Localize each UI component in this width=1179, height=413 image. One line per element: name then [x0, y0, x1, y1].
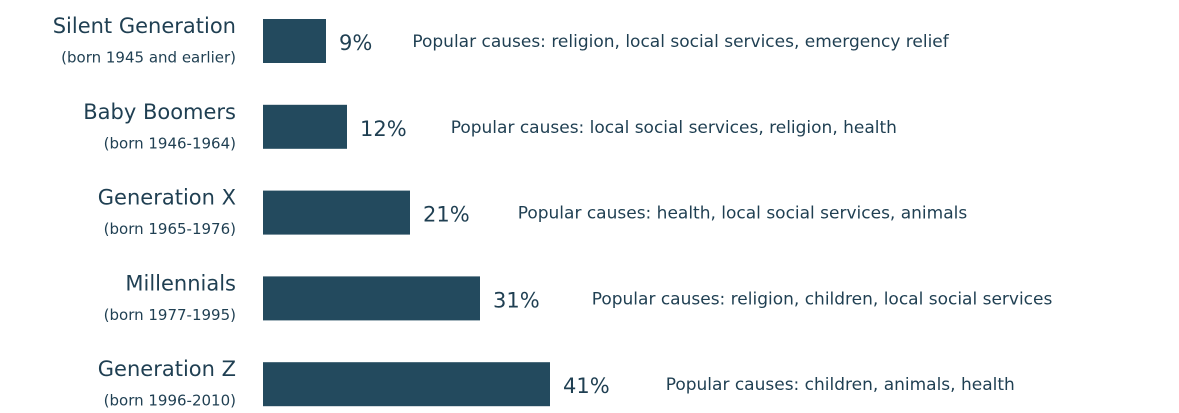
category-subtitle: (born 1977-1995) [104, 306, 236, 324]
bar [263, 19, 326, 63]
bar [263, 362, 550, 407]
category-label: Baby Boomers [83, 100, 236, 124]
value-label: 12% [360, 117, 407, 141]
category-subtitle: (born 1996-2010) [104, 392, 236, 410]
annotation: Popular causes: local social services, r… [451, 118, 897, 138]
annotation: Popular causes: health, local social ser… [518, 204, 968, 224]
value-label: 31% [493, 288, 540, 312]
category-label: Millennials [125, 271, 236, 295]
bar [263, 276, 480, 321]
value-label: 21% [423, 203, 470, 227]
bar [263, 104, 347, 149]
value-label: 9% [339, 31, 372, 55]
annotation: Popular causes: children, animals, healt… [666, 375, 1015, 395]
annotation: Popular causes: religion, children, loca… [592, 289, 1053, 309]
category-label: Generation Z [98, 357, 236, 381]
bar [263, 190, 410, 235]
category-subtitle: (born 1945 and earlier) [61, 49, 236, 67]
annotation: Popular causes: religion, local social s… [412, 32, 949, 52]
category-subtitle: (born 1946-1964) [104, 134, 236, 152]
category-subtitle: (born 1965-1976) [104, 220, 236, 238]
category-label: Silent Generation [53, 14, 236, 38]
category-label: Generation X [98, 186, 236, 210]
value-label: 41% [563, 374, 610, 398]
